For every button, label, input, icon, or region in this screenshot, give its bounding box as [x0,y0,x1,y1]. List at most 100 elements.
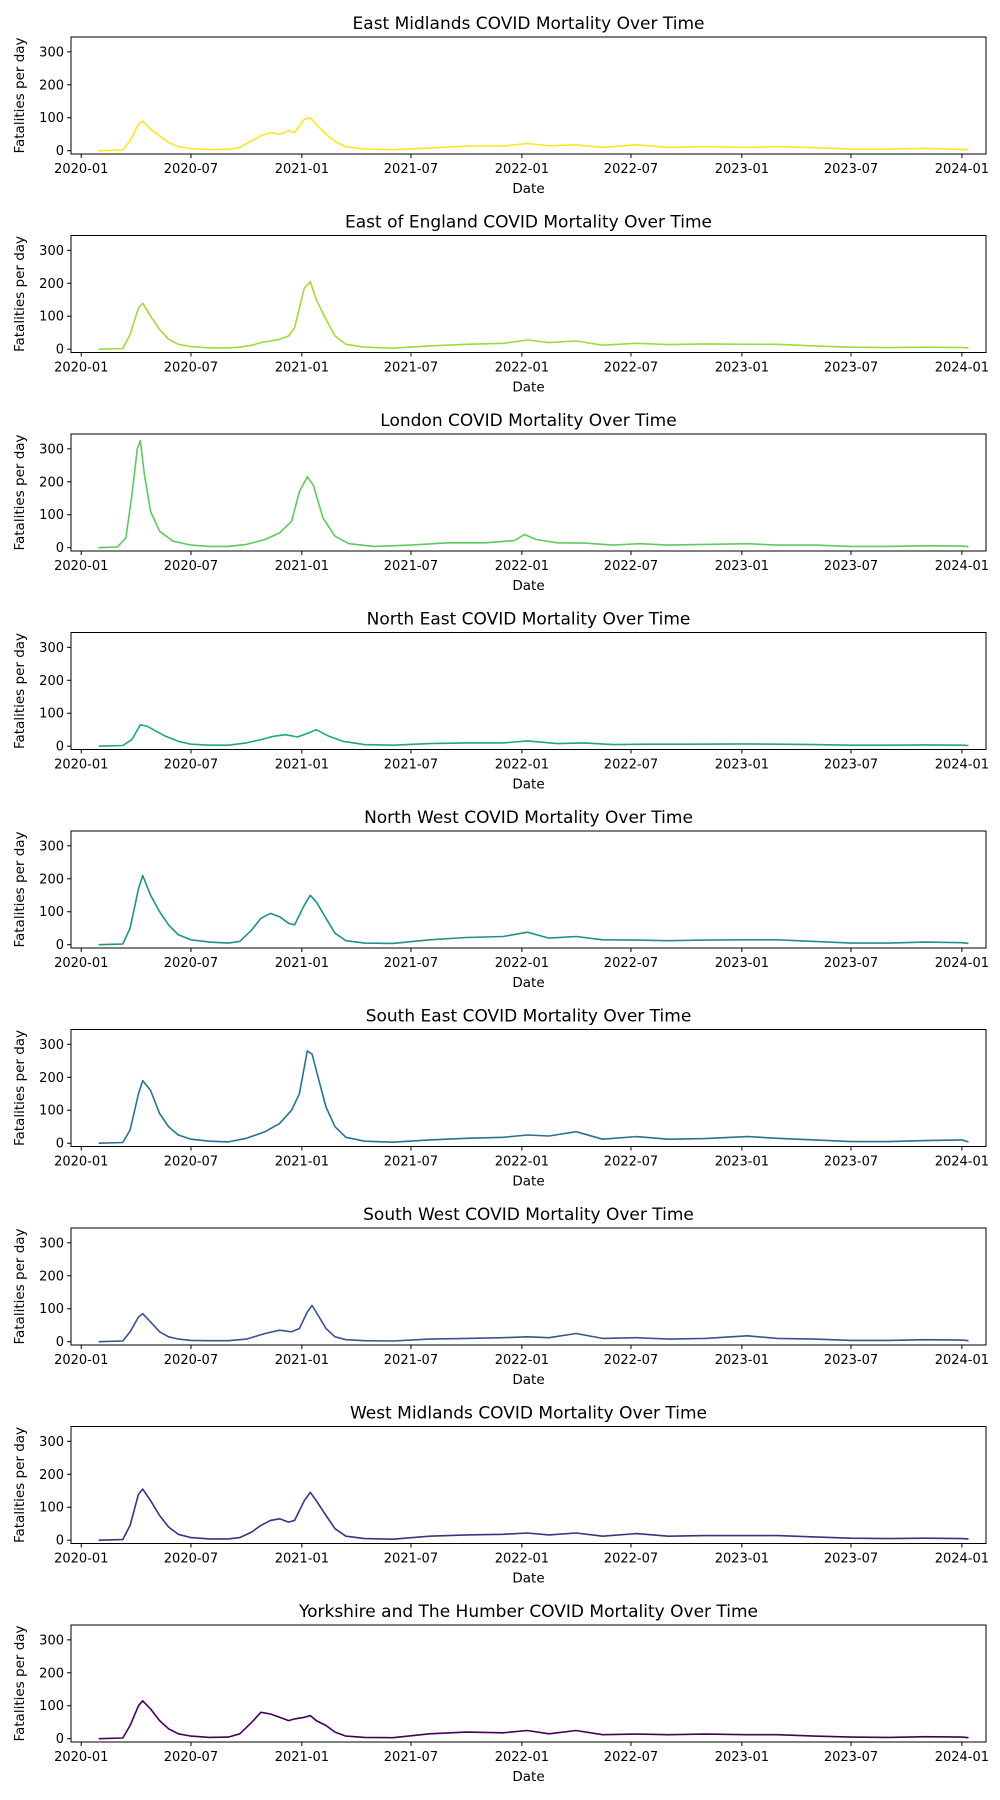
plot-frame [70,433,987,552]
y-tick-label: 300 [39,1236,64,1251]
x-tick-label: 2020-07 [164,1155,218,1170]
chart-title: West Midlands COVID Mortality Over Time [350,1404,707,1424]
x-tick-label: 2024-01 [935,1155,989,1170]
x-tick-label: 2022-07 [604,1552,658,1567]
x-tick-label: 2022-01 [495,162,549,177]
chart-panel-7: South West COVID Mortality Over Time 0 100… [12,1205,989,1388]
x-tick-label: 2020-07 [164,1353,218,1368]
chart-panel-5: North West COVID Mortality Over Time 0 100… [12,808,989,991]
y-tick-label: 200 [39,1269,64,1284]
x-tick-label: 2021-07 [384,1155,438,1170]
y-tick-label: 200 [39,78,64,93]
y-tick-label: 300 [39,442,64,457]
y-tick-label: 300 [39,641,64,656]
x-tick-label: 2021-01 [275,1750,329,1765]
y-axis-label: Fatalities per day [12,37,28,153]
x-tick-label: 2021-07 [384,1750,438,1765]
x-tick-label: 2021-07 [384,162,438,177]
x-tick-label: 2023-07 [824,1155,878,1170]
x-tick-label: 2020-07 [164,361,218,376]
x-axis-label: Date [512,1372,544,1388]
y-tick-label: 100 [39,905,64,920]
y-tick-label: 100 [39,1501,64,1516]
series-line [98,1488,969,1541]
chart-title: Yorkshire and The Humber COVID Mortality… [298,1602,758,1622]
x-tick-label: 2023-01 [715,162,769,177]
y-tick-label: 0 [56,938,64,953]
x-tick-label: 2023-07 [824,1750,878,1765]
y-tick-label: 0 [56,1732,64,1747]
chart-title: South West COVID Mortality Over Time [363,1205,694,1225]
y-tick-label: 0 [56,1534,64,1549]
x-tick-label: 2021-01 [275,162,329,177]
x-tick-label: 2021-07 [384,758,438,773]
x-tick-label: 2021-07 [384,559,438,574]
x-tick-label: 2022-01 [495,559,549,574]
series-line [98,724,969,747]
x-tick-label: 2020-01 [54,1155,108,1170]
chart-panel-3: London COVID Mortality Over Time 0 100 200 3… [12,411,989,594]
x-tick-label: 2020-07 [164,956,218,971]
plot-frame [70,1227,987,1346]
x-tick-label: 2024-01 [935,1750,989,1765]
x-tick-label: 2022-01 [495,758,549,773]
y-tick-label: 100 [39,310,64,325]
x-tick-label: 2021-01 [275,361,329,376]
y-tick-label: 300 [39,1633,64,1648]
y-tick-label: 0 [56,740,64,755]
y-axis-label: Fatalities per day [12,633,28,749]
x-tick-label: 2020-01 [54,758,108,773]
x-tick-label: 2024-01 [935,559,989,574]
x-tick-label: 2020-07 [164,559,218,574]
plot-frame [70,1426,987,1544]
y-tick-label: 0 [56,1137,64,1152]
x-tick-label: 2022-07 [604,361,658,376]
series-line [98,439,969,549]
x-tick-label: 2023-07 [824,1353,878,1368]
x-tick-label: 2022-01 [495,1750,549,1765]
chart-title: North East COVID Mortality Over Time [367,610,691,630]
chart-panel-8: West Midlands COVID Mortality Over Time 0… [12,1404,989,1587]
y-axis-label: Fatalities per day [12,1228,28,1344]
y-tick-label: 200 [39,277,64,292]
y-tick-label: 300 [39,839,64,854]
x-tick-label: 2020-01 [54,1353,108,1368]
y-axis-label: Fatalities per day [12,236,28,352]
y-tick-label: 200 [39,1666,64,1681]
chart-title: London COVID Mortality Over Time [380,411,676,431]
x-tick-label: 2022-07 [604,758,658,773]
x-tick-label: 2022-01 [495,956,549,971]
x-tick-label: 2022-07 [604,559,658,574]
x-tick-label: 2022-07 [604,1155,658,1170]
x-tick-label: 2021-07 [384,956,438,971]
y-axis-label: Fatalities per day [12,434,28,550]
plot-frame [70,1624,987,1743]
y-tick-label: 300 [39,1435,64,1450]
x-tick-label: 2023-07 [824,559,878,574]
x-tick-label: 2021-01 [275,1353,329,1368]
x-tick-label: 2020-07 [164,1552,218,1567]
series-line [98,1700,969,1740]
y-tick-label: 0 [56,144,64,159]
y-tick-label: 0 [56,541,64,556]
x-tick-label: 2023-07 [824,361,878,376]
series-line [98,1050,969,1144]
chart-title: South East COVID Mortality Over Time [366,1007,692,1027]
y-tick-label: 300 [39,1038,64,1053]
y-tick-label: 0 [56,1335,64,1350]
y-tick-label: 200 [39,475,64,490]
x-tick-label: 2021-01 [275,1552,329,1567]
x-tick-label: 2023-01 [715,1750,769,1765]
x-tick-label: 2022-07 [604,1750,658,1765]
y-axis-label: Fatalities per day [12,831,28,947]
y-tick-label: 200 [39,872,64,887]
x-axis-label: Date [512,578,544,594]
x-tick-label: 2022-01 [495,1552,549,1567]
y-tick-label: 0 [56,343,64,358]
x-tick-label: 2020-07 [164,758,218,773]
y-tick-label: 200 [39,1468,64,1483]
x-tick-label: 2020-07 [164,162,218,177]
y-tick-label: 100 [39,1699,64,1714]
x-tick-label: 2021-01 [275,1155,329,1170]
x-tick-label: 2021-01 [275,559,329,574]
